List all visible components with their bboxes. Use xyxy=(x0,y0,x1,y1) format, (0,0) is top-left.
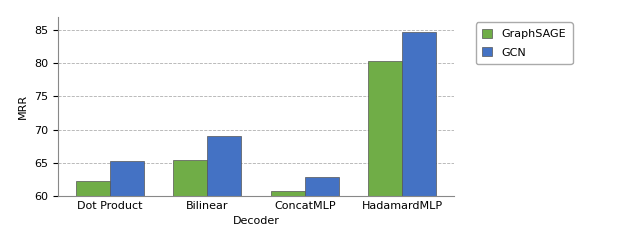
Bar xyxy=(109,162,144,239)
Bar xyxy=(271,191,305,239)
Bar xyxy=(368,61,403,239)
Bar xyxy=(403,32,436,239)
Bar xyxy=(76,181,109,239)
Bar xyxy=(173,160,207,239)
X-axis label: Decoder: Decoder xyxy=(232,216,280,226)
Bar xyxy=(305,177,339,239)
Legend: GraphSAGE, GCN: GraphSAGE, GCN xyxy=(476,22,573,64)
Y-axis label: MRR: MRR xyxy=(18,94,28,119)
Bar xyxy=(207,136,241,239)
